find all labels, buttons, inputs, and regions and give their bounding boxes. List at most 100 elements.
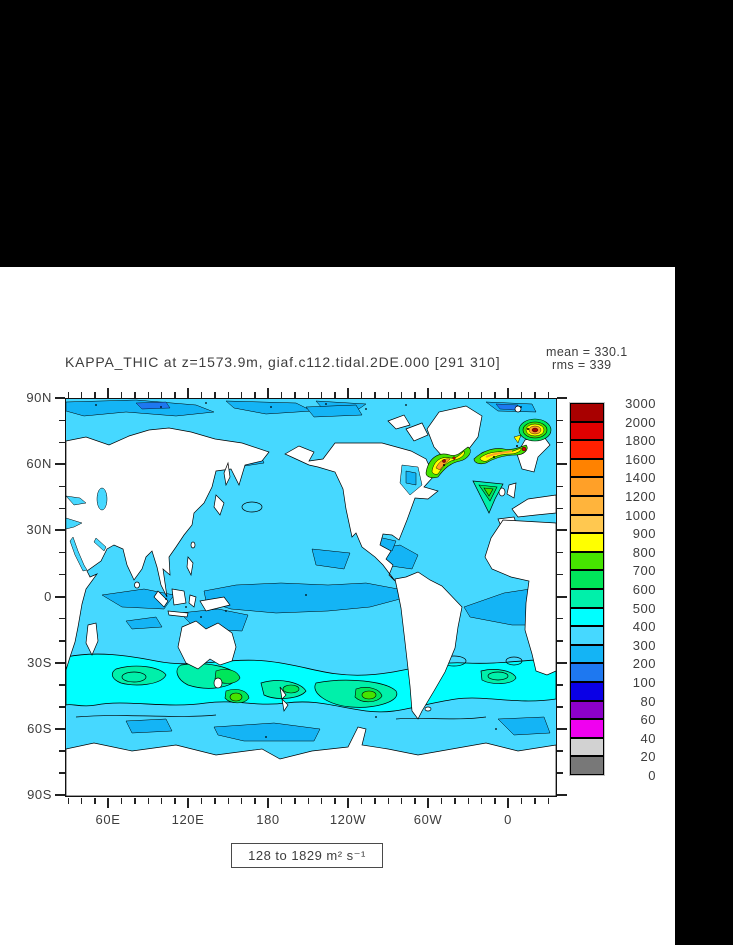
land-europe (511, 494, 556, 518)
x-minor-tick (320, 798, 323, 804)
contour-rings (75, 501, 487, 720)
x-minor-tick (480, 392, 483, 398)
x-minor-tick (467, 392, 469, 398)
x-minor-tick (360, 392, 363, 398)
x-minor-tick (147, 798, 149, 804)
land-japan (213, 494, 225, 516)
legend-label: 60 (640, 712, 656, 728)
x-minor-tick (120, 392, 123, 398)
x-tick-label: 180 (256, 812, 280, 827)
y-major-tick (55, 529, 65, 532)
x-minor-tick (147, 392, 149, 398)
y-minor-tick (59, 640, 65, 642)
x-tick-label: 0 (504, 812, 512, 827)
x-minor-tick (214, 798, 216, 804)
land-arctic-islands-1 (405, 422, 429, 442)
black-sea (66, 495, 87, 506)
caspian-sea (96, 487, 108, 511)
x-minor-tick (294, 798, 296, 804)
x-minor-tick (414, 798, 416, 804)
range-caption-text: 128 to 1829 m² s⁻¹ (248, 847, 366, 863)
y-minor-tick (557, 507, 563, 510)
x-major-tick (107, 388, 109, 398)
y-minor-tick (557, 419, 563, 421)
x-minor-tick (94, 392, 96, 398)
legend-label: 0 (648, 768, 656, 783)
legend-cell (570, 533, 604, 552)
land-sulawesi (188, 594, 197, 608)
x-major-tick (187, 388, 189, 398)
x-major-tick (107, 798, 109, 808)
legend-cell (570, 514, 604, 534)
x-minor-tick (280, 392, 283, 398)
legend-label: 1600 (625, 451, 656, 467)
legend-label: 1800 (625, 433, 656, 449)
x-minor-tick (307, 798, 309, 804)
land-new-zealand-n (279, 686, 287, 700)
land-africa-west (484, 519, 556, 676)
legend-cell (570, 681, 604, 701)
x-minor-tick (200, 798, 203, 804)
stat-mean: mean = 330.1 (546, 345, 628, 359)
y-minor-tick (59, 507, 65, 510)
x-minor-tick (80, 392, 83, 398)
x-major-tick (427, 388, 429, 398)
land-taiwan (190, 541, 196, 549)
x-minor-tick (174, 392, 176, 398)
x-minor-tick (520, 392, 523, 398)
y-minor-tick (59, 419, 65, 421)
x-minor-tick (134, 392, 136, 398)
y-minor-tick (557, 750, 563, 752)
y-minor-tick (557, 706, 563, 708)
arctic-patches (66, 399, 537, 418)
legend-cell (570, 756, 604, 775)
land-arctic-islands-2 (387, 414, 411, 430)
y-minor-tick (557, 772, 563, 774)
y-major-tick (55, 397, 65, 399)
x-minor-tick (547, 798, 549, 804)
world-map (66, 399, 556, 796)
land-sakhalin (223, 461, 231, 487)
x-minor-tick (94, 798, 96, 804)
x-minor-tick (80, 798, 83, 804)
y-major-tick (55, 727, 65, 730)
y-major-tick (557, 463, 567, 466)
y-major-tick (557, 595, 567, 598)
y-tick-label: 60S (27, 720, 52, 736)
x-minor-tick (307, 392, 309, 398)
y-minor-tick (557, 684, 563, 686)
contour-speckles (95, 402, 529, 738)
legend-cell (570, 421, 604, 441)
x-minor-tick (240, 798, 243, 804)
x-minor-tick (414, 392, 416, 398)
mediterranean-east (66, 517, 83, 530)
y-minor-tick (59, 618, 65, 620)
x-tick-label: 120W (329, 812, 367, 827)
legend-cell (570, 644, 604, 664)
y-minor-tick (557, 441, 563, 443)
legend-cell (570, 551, 604, 571)
x-minor-tick (360, 798, 363, 804)
x-minor-tick (467, 798, 469, 804)
x-major-tick (507, 388, 509, 398)
y-minor-tick (59, 772, 65, 774)
land-falklands (424, 706, 432, 712)
legend-cell (570, 700, 604, 720)
x-tick-label: 60W (413, 812, 443, 827)
y-minor-tick (557, 640, 563, 642)
land-tasmania (213, 677, 223, 689)
y-major-tick (55, 661, 65, 664)
x-major-tick (267, 388, 269, 398)
legend-cell (570, 719, 604, 738)
land-britain (506, 482, 517, 499)
y-major-tick (557, 397, 567, 399)
legend-cell (570, 663, 604, 682)
land-antarctica (66, 726, 556, 796)
legend-label: 1200 (625, 489, 656, 504)
land-new-guinea (199, 596, 231, 612)
x-major-tick (187, 798, 189, 808)
legend-cell (570, 477, 604, 496)
x-minor-tick (334, 392, 336, 398)
y-minor-tick (59, 750, 65, 752)
x-minor-tick (454, 392, 456, 398)
